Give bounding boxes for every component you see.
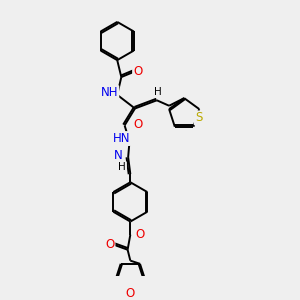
Text: O: O	[135, 228, 145, 241]
Text: H: H	[118, 162, 126, 172]
Text: HN: HN	[112, 132, 130, 145]
Text: O: O	[105, 238, 115, 251]
Text: NH: NH	[101, 86, 118, 99]
Text: O: O	[133, 118, 142, 130]
Text: S: S	[195, 111, 202, 124]
Text: O: O	[126, 287, 135, 300]
Text: O: O	[133, 65, 142, 78]
Text: N: N	[114, 149, 123, 162]
Text: H: H	[154, 87, 161, 97]
